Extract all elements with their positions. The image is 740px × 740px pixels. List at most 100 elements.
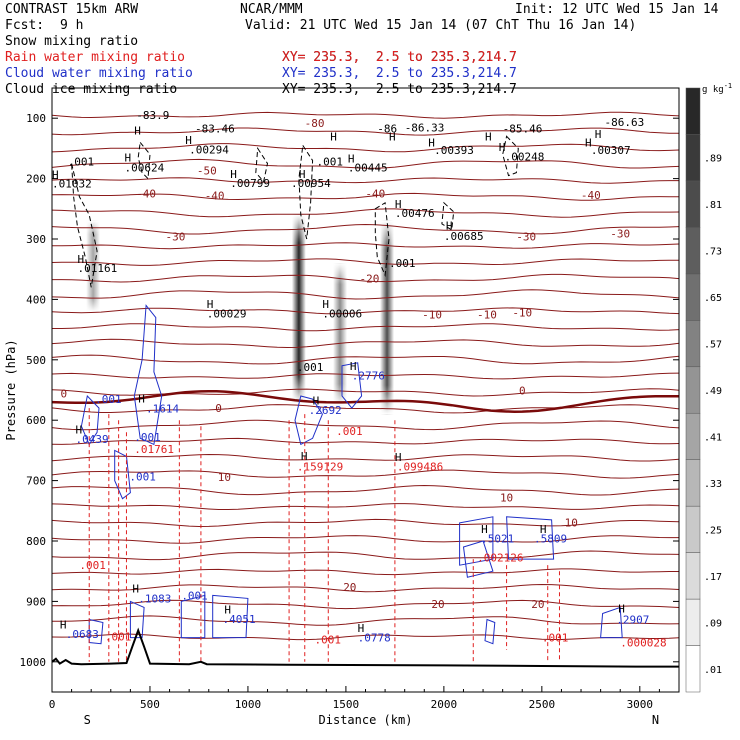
field-xy: XY= 235.3, 2.5 to 235.3,214.7	[282, 66, 517, 81]
cloud-value-label: .2692	[309, 404, 342, 417]
colorbar-segment	[685, 552, 701, 600]
rain-value-label: .001	[542, 632, 569, 645]
h-marker: H	[52, 168, 59, 181]
snow-value-label: -85.46	[503, 122, 543, 135]
cloud-water-contour	[600, 606, 623, 639]
isotherm-line	[52, 503, 679, 510]
snow-value-label: -83.46	[195, 122, 235, 135]
colorbar-segment	[685, 412, 701, 460]
rain-value-label: .099486	[397, 461, 443, 474]
y-tick-label: 700	[26, 475, 46, 488]
terrain-line	[52, 627, 679, 668]
north-label: N	[652, 713, 659, 727]
cloud-value-label: .1083	[138, 592, 171, 605]
snow-value-label: -86.63	[605, 116, 645, 129]
colorbar-segment	[685, 598, 701, 646]
y-tick-label: 300	[26, 233, 46, 246]
isotherm-label: -20	[359, 272, 379, 285]
isotherm-label: 0	[215, 402, 222, 415]
h-marker: H	[618, 603, 625, 616]
h-marker: H	[330, 130, 337, 143]
y-tick-label: 500	[26, 354, 46, 367]
rain-value-label: .001	[105, 630, 132, 643]
rain-value-label: .001	[336, 425, 363, 438]
snow-contour	[298, 143, 314, 240]
colorbar-segment	[685, 366, 701, 414]
isotherm-line	[52, 372, 679, 380]
snow-contour	[502, 135, 519, 177]
cloud-water-contour	[459, 516, 494, 566]
isotherm-line	[52, 289, 679, 300]
snow-value-label: .001	[317, 156, 344, 169]
isotherm-label: -30	[516, 231, 536, 244]
h-marker: H	[389, 130, 396, 143]
isotherm-label: 10	[500, 492, 513, 505]
cloud-value-label: .0778	[358, 632, 391, 645]
snow-value-label: .00248	[505, 150, 545, 163]
cloud-water-contour	[80, 394, 100, 446]
isotherm-label: -40	[581, 189, 601, 202]
colorbar-label: .65	[704, 293, 722, 304]
cloud-value-label: .001	[95, 393, 122, 406]
cloud-value-label: .001	[134, 431, 161, 444]
x-tick-label: 500	[140, 698, 160, 711]
isotherm-line	[52, 242, 679, 250]
colorbar-units: g kg-1	[702, 82, 732, 95]
cloud-water-contour	[506, 516, 555, 560]
snow-contour	[71, 163, 98, 288]
cloud-water-contour	[180, 594, 206, 639]
isotherm-label: -50	[197, 165, 217, 178]
h-marker: H	[481, 523, 488, 536]
h-marker: H	[485, 130, 492, 143]
field-xy: XY= 235.3, 2.5 to 235.3,214.7	[282, 82, 517, 97]
snow-value-label: .00294	[189, 144, 229, 157]
snow-value-label: .00029	[207, 307, 247, 320]
snow-value-label: .00445	[348, 162, 388, 175]
h-marker: H	[350, 360, 357, 373]
isotherm-line	[52, 469, 679, 479]
cloud-water-contour	[212, 594, 249, 639]
isotherm-line	[52, 111, 679, 119]
zero-degree-line	[52, 389, 679, 413]
snow-contour	[137, 141, 151, 180]
isotherm-line	[52, 258, 679, 266]
rain-value-label: .001	[79, 559, 106, 572]
isotherm-label: 0	[519, 385, 526, 398]
terrain-profile	[52, 627, 679, 668]
colorbar-segment	[685, 320, 701, 368]
snow-shading-fade	[291, 214, 306, 403]
field-xy: XY= 235.3, 2.5 to 235.3,214.7	[282, 50, 517, 65]
isotherm-line	[52, 583, 679, 593]
isotherm-label: -30	[166, 231, 186, 244]
isotherm-label: -40	[136, 188, 156, 201]
h-marker: H	[207, 298, 214, 311]
x-tick-label: 1000	[235, 698, 262, 711]
y-tick-label: 900	[26, 595, 46, 608]
colorbar-segment	[685, 273, 701, 321]
cloud-water-contour	[129, 600, 145, 639]
isotherm-line	[52, 419, 679, 431]
snow-value-label: .00954	[291, 177, 331, 190]
colorbar-segment	[685, 505, 701, 553]
y-tick-label: 1000	[20, 656, 47, 669]
isotherm-line	[52, 599, 679, 610]
colorbar-segment	[685, 134, 701, 182]
cloud-water-contour	[114, 449, 131, 500]
isotherm-line	[52, 437, 679, 445]
x-tick-label: 2000	[431, 698, 458, 711]
snow-contour	[255, 146, 269, 183]
isotherm-label: -10	[422, 309, 442, 322]
isotherm-label: -40	[365, 188, 385, 201]
field-name: Snow mixing ratio	[5, 34, 139, 49]
isotherm-line	[52, 535, 679, 544]
snow-contour	[374, 201, 390, 278]
h-marker: H	[124, 151, 131, 164]
colorbar-label: .41	[704, 432, 722, 443]
snow-value-label: -86.33	[405, 121, 445, 134]
h-marker: H	[299, 168, 306, 181]
y-tick-label: 800	[26, 535, 46, 548]
cloud-water-contour	[341, 362, 363, 409]
y-tick-label: 100	[26, 112, 46, 125]
